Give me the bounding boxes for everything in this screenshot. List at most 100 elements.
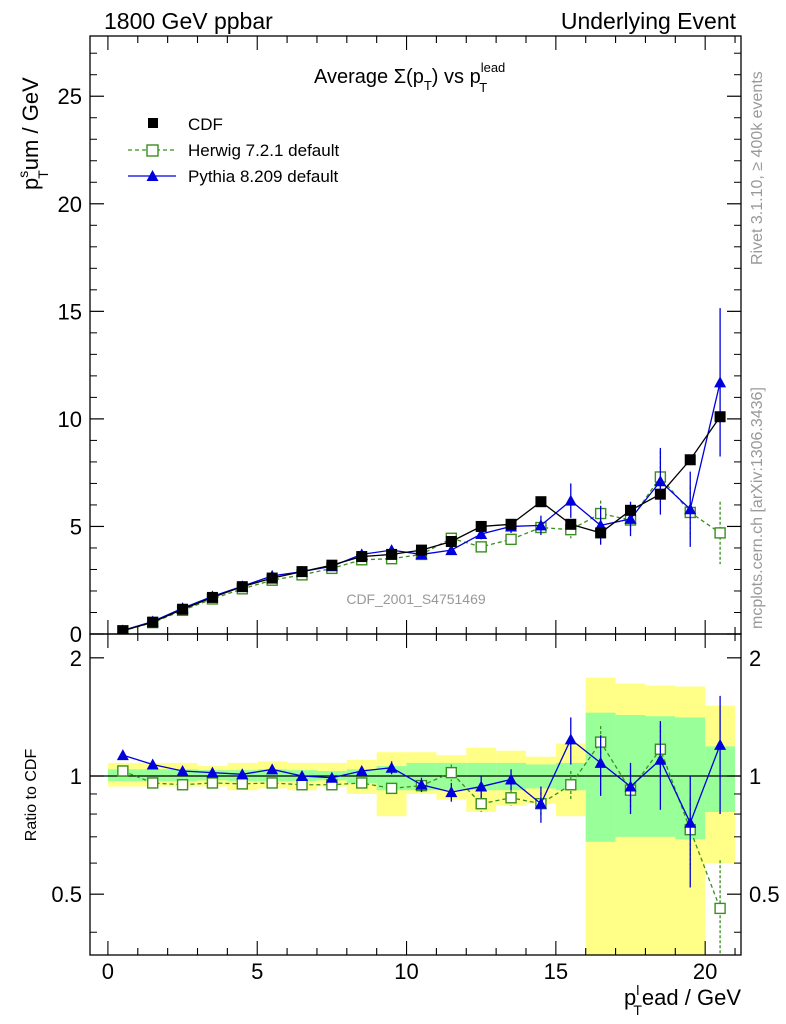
ratio-axes: 0.5 0.51 12 20 5 10 15 20 [51, 634, 780, 984]
main-pythia-layer [117, 308, 727, 634]
ratio-band-inner-bin [137, 769, 168, 782]
main-data-point [117, 625, 129, 634]
main-axes: 0 5 10 15 20 25 [58, 36, 741, 647]
ratio-herwig-point [206, 777, 219, 789]
main-data-point [296, 566, 308, 578]
main-pythia-point [475, 527, 488, 539]
ratio-xtick-label: 15 [544, 959, 568, 984]
main-herwig-point [505, 533, 517, 546]
main-data-point [415, 544, 427, 556]
ratio-ytick-label: 1 [70, 764, 82, 789]
ratio-pythia-point [296, 770, 309, 782]
legend-label-pythia: Pythia 8.209 default [188, 167, 339, 186]
ratio-pythia-point [236, 768, 249, 780]
ratio-herwig-point [475, 798, 487, 810]
side-label-mcplots: mcplots.cern.ch [arXiv:1306.3436] [749, 387, 766, 629]
ratio-pythia-point [266, 763, 279, 775]
main-data-point [654, 488, 666, 500]
ratio-herwig-point [266, 777, 278, 789]
main-ytick-label: 15 [58, 299, 82, 324]
main-data-point [326, 559, 338, 571]
ratio-pythia-point [415, 778, 428, 790]
ratio-xtick-label: 5 [251, 959, 263, 984]
header-right: Underlying Event [561, 8, 737, 34]
main-pythia-point [654, 475, 667, 487]
main-data-layer [117, 411, 726, 634]
ratio-herwig-point [236, 778, 248, 790]
main-ytick-label: 10 [58, 407, 82, 432]
main-data-point [266, 572, 278, 584]
main-data-point [475, 520, 487, 532]
main-data-point [147, 616, 159, 628]
ratio-ytick-label: 0.5 [51, 882, 82, 907]
legend-entry-pythia: Pythia 8.209 default [128, 167, 339, 186]
main-pythia-point [624, 512, 637, 524]
legend-entry-herwig: Herwig 7.2.1 default [128, 141, 339, 160]
main-panel [117, 308, 727, 634]
ratio-pythia-point [146, 758, 159, 770]
legend-marker-herwig [146, 144, 159, 157]
main-herwig-point [714, 527, 726, 539]
main-data-point [595, 527, 607, 539]
legend-label-herwig: Herwig 7.2.1 default [188, 141, 339, 160]
ratio-ytick-label-right: 1 [749, 764, 761, 789]
ratio-ytick-label-right: 2 [749, 646, 761, 671]
ratio-pythia-point [385, 761, 398, 773]
main-ytick-label: 5 [70, 514, 82, 539]
legend-entry-data: CDF [148, 115, 223, 134]
ratio-herwig-point [714, 902, 726, 915]
main-pythia-point [445, 544, 458, 556]
ratio-pythia-point [684, 816, 697, 828]
main-data-point [684, 454, 696, 466]
main-data-point [535, 496, 547, 508]
ratio-herwig-point [505, 792, 517, 804]
ratio-ylabel: Ratio to CDF [23, 749, 40, 842]
legend-marker-pythia [146, 170, 159, 181]
ratio-herwig-point [565, 779, 577, 791]
ratio-frame [89, 633, 742, 956]
legend-marker-data [148, 118, 158, 128]
main-ytick-label: 25 [58, 84, 82, 109]
ratio-herwig-point [385, 782, 398, 795]
ratio-panel [90, 677, 741, 955]
main-herwig-layer [117, 451, 726, 634]
main-pythia-point [564, 494, 577, 506]
ratio-herwig-point [445, 766, 458, 779]
ratio-xtick-label: 0 [102, 959, 114, 984]
ratio-herwig-point [147, 777, 159, 789]
ratio-ytick-label: 2 [70, 646, 82, 671]
ratio-pythia-point [654, 753, 667, 765]
main-title: Average Σ(pT) vs plead T [314, 60, 505, 95]
ratio-herwig-point [176, 779, 189, 791]
ratio-pythia-layer [116, 695, 727, 888]
main-pythia-point [684, 503, 697, 515]
legend-label-data: CDF [188, 115, 223, 134]
main-data-point [177, 603, 189, 615]
ratio-herwig-point [356, 777, 368, 789]
ratio-pythia-point [505, 773, 518, 785]
ratio-pythia-point [564, 733, 577, 745]
main-data-point [505, 518, 517, 530]
main-data-point [445, 536, 457, 548]
ratio-herwig-point [296, 779, 308, 791]
ratio-pythia-point [445, 786, 458, 798]
main-herwig-point [475, 541, 487, 553]
main-ytick-label: 20 [58, 192, 82, 217]
ratio-band-inner-bin [257, 769, 288, 782]
ratio-pythia-point [355, 764, 368, 776]
main-data-point [714, 411, 726, 423]
ratio-pythia-point [176, 764, 189, 776]
analysis-watermark: CDF_2001_S4751469 [346, 591, 486, 607]
ratio-ytick-label-right: 0.5 [749, 882, 780, 907]
ratio-pythia-point [325, 771, 338, 783]
main-pythia-point [534, 519, 547, 531]
main-pythia-point [714, 376, 727, 388]
main-data-point [236, 581, 248, 593]
ratio-herwig-point [117, 765, 129, 777]
main-data-point [386, 548, 398, 560]
ratio-xtick-label: 20 [693, 959, 717, 984]
main-data-point [356, 551, 368, 563]
ratio-xtick-label: 10 [394, 959, 418, 984]
ratio-pythia-point [714, 738, 727, 750]
main-data-point [625, 504, 637, 516]
